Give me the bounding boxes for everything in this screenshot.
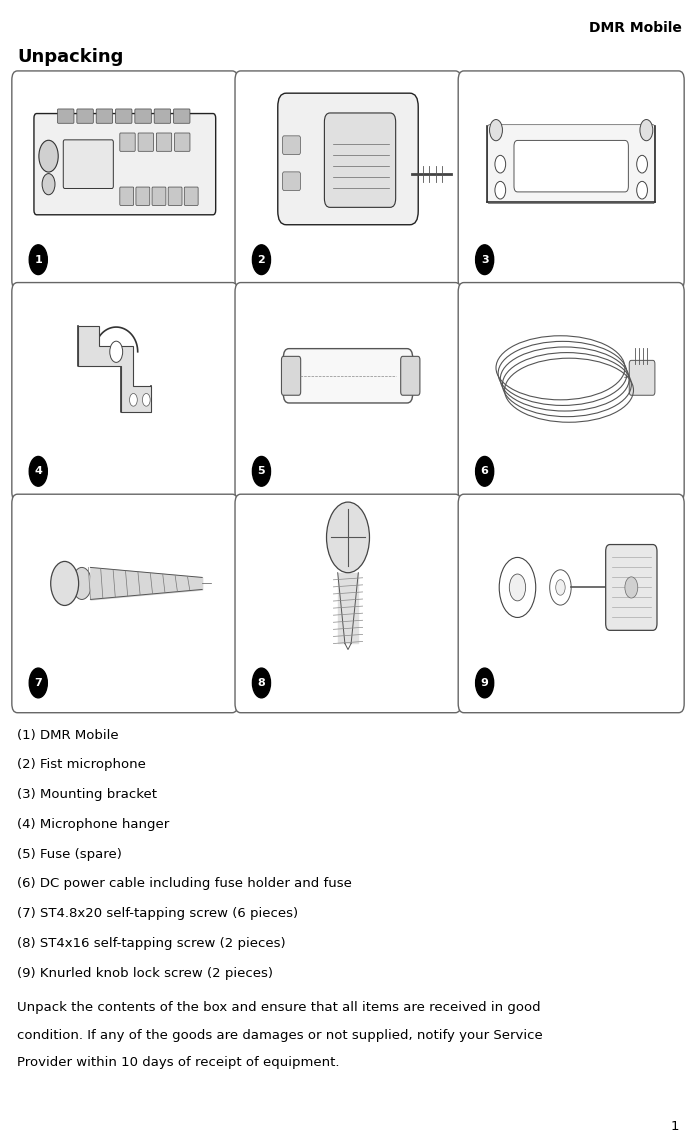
Text: 2: 2 xyxy=(258,255,265,264)
FancyBboxPatch shape xyxy=(168,186,182,206)
Text: (9) Knurled knob lock screw (2 pieces): (9) Knurled knob lock screw (2 pieces) xyxy=(17,967,274,979)
FancyBboxPatch shape xyxy=(235,283,461,501)
Text: 5: 5 xyxy=(258,467,265,476)
Circle shape xyxy=(29,456,47,486)
Polygon shape xyxy=(77,326,150,412)
Circle shape xyxy=(637,182,647,199)
Circle shape xyxy=(475,668,493,698)
Text: Unpacking: Unpacking xyxy=(17,48,124,66)
Text: 7: 7 xyxy=(34,678,42,688)
Circle shape xyxy=(495,182,506,199)
Text: (8) ST4x16 self-tapping screw (2 pieces): (8) ST4x16 self-tapping screw (2 pieces) xyxy=(17,937,286,950)
FancyBboxPatch shape xyxy=(487,125,655,204)
FancyBboxPatch shape xyxy=(12,494,238,713)
FancyBboxPatch shape xyxy=(514,141,628,192)
Circle shape xyxy=(499,557,536,618)
Text: Provider within 10 days of receipt of equipment.: Provider within 10 days of receipt of eq… xyxy=(17,1056,340,1070)
Circle shape xyxy=(625,577,638,598)
Text: (7) ST4.8x20 self-tapping screw (6 pieces): (7) ST4.8x20 self-tapping screw (6 piece… xyxy=(17,907,299,920)
FancyBboxPatch shape xyxy=(401,356,420,395)
FancyBboxPatch shape xyxy=(278,93,418,224)
Text: (3) Mounting bracket: (3) Mounting bracket xyxy=(17,788,157,801)
FancyBboxPatch shape xyxy=(138,133,153,151)
FancyBboxPatch shape xyxy=(77,109,93,124)
FancyBboxPatch shape xyxy=(606,545,657,630)
Text: 3: 3 xyxy=(481,255,489,264)
Text: DMR Mobile: DMR Mobile xyxy=(590,21,682,34)
FancyBboxPatch shape xyxy=(157,133,172,151)
Circle shape xyxy=(637,156,647,173)
Text: (5) Fuse (spare): (5) Fuse (spare) xyxy=(17,848,122,860)
Circle shape xyxy=(550,570,571,605)
FancyBboxPatch shape xyxy=(283,172,301,190)
Circle shape xyxy=(555,580,565,595)
Circle shape xyxy=(475,245,493,275)
FancyBboxPatch shape xyxy=(12,283,238,501)
FancyBboxPatch shape xyxy=(96,109,113,124)
FancyBboxPatch shape xyxy=(116,109,132,124)
FancyBboxPatch shape xyxy=(175,133,190,151)
Ellipse shape xyxy=(72,567,91,599)
Circle shape xyxy=(489,119,503,141)
FancyBboxPatch shape xyxy=(458,283,684,501)
Text: 9: 9 xyxy=(481,678,489,688)
Circle shape xyxy=(110,341,122,363)
Text: 6: 6 xyxy=(481,467,489,476)
FancyBboxPatch shape xyxy=(136,186,150,206)
FancyBboxPatch shape xyxy=(235,71,461,289)
FancyBboxPatch shape xyxy=(283,349,413,403)
FancyBboxPatch shape xyxy=(34,113,216,215)
Text: (4) Microphone hanger: (4) Microphone hanger xyxy=(17,818,170,831)
Text: (1) DMR Mobile: (1) DMR Mobile xyxy=(17,729,119,741)
Circle shape xyxy=(253,245,271,275)
FancyBboxPatch shape xyxy=(12,71,238,289)
FancyBboxPatch shape xyxy=(63,140,113,189)
Text: Unpack the contents of the box and ensure that all items are received in good: Unpack the contents of the box and ensur… xyxy=(17,1001,541,1014)
FancyBboxPatch shape xyxy=(281,356,301,395)
Circle shape xyxy=(29,245,47,275)
Text: 1: 1 xyxy=(670,1120,679,1133)
FancyBboxPatch shape xyxy=(120,133,135,151)
Ellipse shape xyxy=(51,562,79,605)
Circle shape xyxy=(42,174,55,194)
FancyBboxPatch shape xyxy=(235,494,461,713)
Circle shape xyxy=(129,394,137,406)
Text: (2) Fist microphone: (2) Fist microphone xyxy=(17,758,146,771)
Circle shape xyxy=(253,456,271,486)
Text: 1: 1 xyxy=(34,255,42,264)
Text: 4: 4 xyxy=(34,467,42,476)
Circle shape xyxy=(29,668,47,698)
FancyBboxPatch shape xyxy=(629,360,655,395)
FancyBboxPatch shape xyxy=(283,136,301,154)
FancyBboxPatch shape xyxy=(120,186,134,206)
Text: condition. If any of the goods are damages or not supplied, notify your Service: condition. If any of the goods are damag… xyxy=(17,1028,543,1042)
FancyBboxPatch shape xyxy=(135,109,151,124)
Circle shape xyxy=(495,156,506,173)
Circle shape xyxy=(39,141,58,172)
FancyBboxPatch shape xyxy=(155,109,171,124)
Circle shape xyxy=(475,456,493,486)
Circle shape xyxy=(509,574,525,601)
Circle shape xyxy=(640,119,653,141)
FancyBboxPatch shape xyxy=(152,186,166,206)
Circle shape xyxy=(326,502,370,573)
FancyBboxPatch shape xyxy=(173,109,190,124)
Text: 8: 8 xyxy=(258,678,265,688)
Circle shape xyxy=(143,394,150,406)
FancyBboxPatch shape xyxy=(458,494,684,713)
Text: (6) DC power cable including fuse holder and fuse: (6) DC power cable including fuse holder… xyxy=(17,877,352,890)
Circle shape xyxy=(253,668,271,698)
FancyBboxPatch shape xyxy=(184,186,198,206)
FancyBboxPatch shape xyxy=(58,109,74,124)
FancyBboxPatch shape xyxy=(458,71,684,289)
FancyBboxPatch shape xyxy=(324,113,395,207)
